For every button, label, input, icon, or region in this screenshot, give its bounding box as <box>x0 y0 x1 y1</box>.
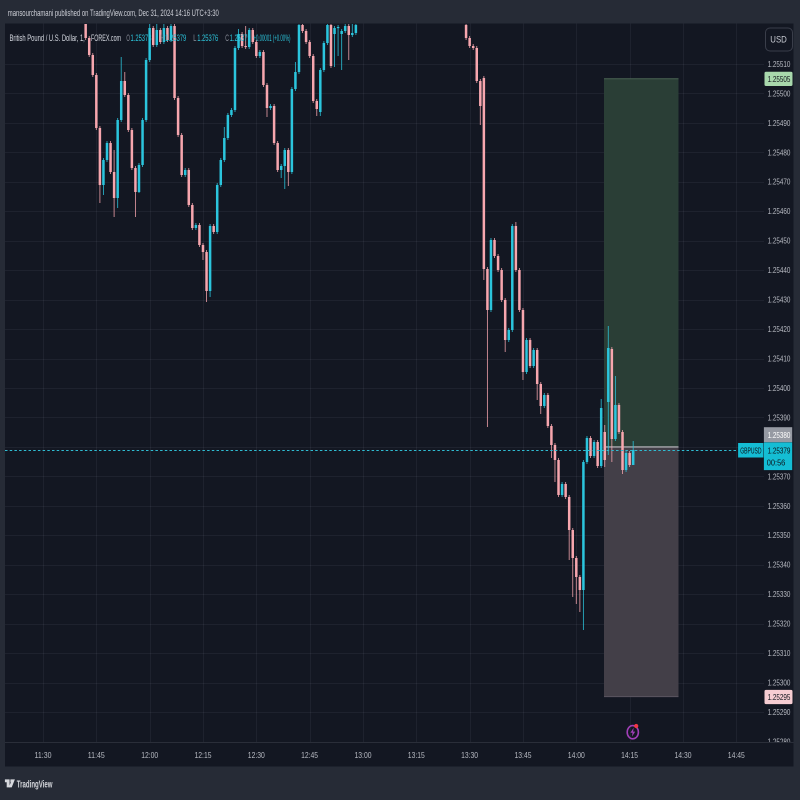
svg-text:14:30: 14:30 <box>675 750 692 760</box>
svg-text:1.25295: 1.25295 <box>768 692 791 702</box>
svg-text:12:00: 12:00 <box>141 750 158 760</box>
svg-text:1.25350: 1.25350 <box>768 530 791 540</box>
svg-text:1.25379: 1.25379 <box>768 445 791 455</box>
svg-text:1.25370: 1.25370 <box>768 471 791 481</box>
svg-text:TradingView: TradingView <box>17 780 53 791</box>
svg-text:12:30: 12:30 <box>248 750 265 760</box>
svg-text:11:30: 11:30 <box>35 750 52 760</box>
svg-text:L: L <box>193 33 196 43</box>
svg-text:1.25330: 1.25330 <box>768 589 791 599</box>
svg-text:1.25510: 1.25510 <box>768 59 791 69</box>
svg-text:1.25290: 1.25290 <box>768 707 791 717</box>
svg-text:1.25410: 1.25410 <box>768 354 791 364</box>
svg-text:1.25440: 1.25440 <box>768 265 791 275</box>
svg-text:00:56: 00:56 <box>767 457 786 467</box>
svg-text:GBPUSD: GBPUSD <box>740 446 762 455</box>
svg-text:1.25378: 1.25378 <box>131 33 152 43</box>
svg-text:1.25379: 1.25379 <box>230 33 251 43</box>
svg-text:14:15: 14:15 <box>621 750 638 760</box>
svg-text:1.25310: 1.25310 <box>768 648 791 658</box>
svg-text:14:00: 14:00 <box>568 750 585 760</box>
svg-text:12:45: 12:45 <box>301 750 318 760</box>
svg-text:H: H <box>160 33 164 43</box>
svg-text:O: O <box>126 33 130 43</box>
svg-text:1.25360: 1.25360 <box>768 501 791 511</box>
svg-text:mansourchamani published on Tr: mansourchamani published on TradingView.… <box>8 8 219 19</box>
svg-text:1.25280: 1.25280 <box>768 736 791 746</box>
svg-text:1.25450: 1.25450 <box>768 236 791 246</box>
svg-text:C: C <box>225 33 229 43</box>
svg-text:1.25390: 1.25390 <box>768 412 791 422</box>
svg-text:1.25430: 1.25430 <box>768 295 791 305</box>
svg-text:1.25379: 1.25379 <box>165 33 186 43</box>
svg-text:1.25505: 1.25505 <box>768 74 791 84</box>
svg-text:British Pound / U.S. Dollar, 1: British Pound / U.S. Dollar, 1, <box>10 33 85 43</box>
svg-text:1.25340: 1.25340 <box>768 560 791 570</box>
svg-text:1.25470: 1.25470 <box>768 177 791 187</box>
svg-text:13:30: 13:30 <box>461 750 478 760</box>
svg-text:13:45: 13:45 <box>515 750 532 760</box>
svg-text:1.25300: 1.25300 <box>768 678 791 688</box>
svg-text:1.25380: 1.25380 <box>768 430 791 440</box>
svg-text:1.25400: 1.25400 <box>768 383 791 393</box>
svg-text:USD: USD <box>770 35 787 45</box>
svg-text:1.25490: 1.25490 <box>768 118 791 128</box>
svg-text:1.25420: 1.25420 <box>768 324 791 334</box>
svg-text:1.25480: 1.25480 <box>768 147 791 157</box>
svg-text:14:45: 14:45 <box>728 750 745 760</box>
svg-text:1.25460: 1.25460 <box>768 206 791 216</box>
svg-text:13:00: 13:00 <box>355 750 372 760</box>
svg-text:1.25320: 1.25320 <box>768 619 791 629</box>
svg-text:12:15: 12:15 <box>195 750 212 760</box>
svg-text:13:15: 13:15 <box>408 750 425 760</box>
svg-text:FOREX.com: FOREX.com <box>91 33 121 43</box>
svg-text:11:45: 11:45 <box>88 750 105 760</box>
svg-text:+0.00001 (+0.00%): +0.00001 (+0.00%) <box>254 33 291 43</box>
svg-text:1.25500: 1.25500 <box>768 88 791 98</box>
svg-text:1.25376: 1.25376 <box>197 33 218 43</box>
